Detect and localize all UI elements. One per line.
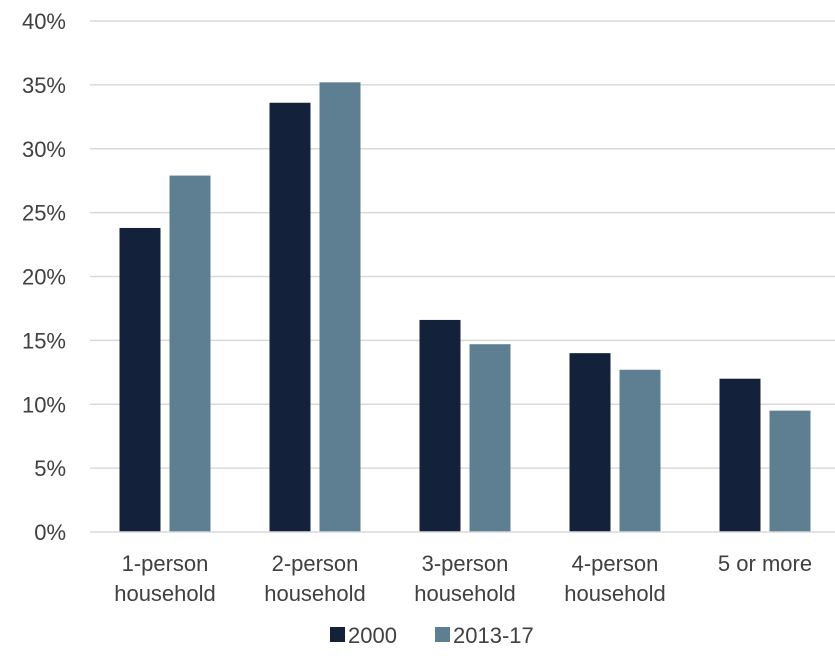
legend: 2000 2013-17: [330, 623, 534, 648]
legend-label-2013-17: 2013-17: [453, 623, 534, 648]
bar-2000-2: [419, 319, 461, 532]
x-category-label: household: [264, 581, 366, 606]
bar-2000-1: [269, 102, 311, 532]
y-tick-label: 35%: [22, 73, 66, 98]
y-tick-label: 20%: [22, 265, 66, 290]
y-tick-label: 30%: [22, 137, 66, 162]
y-tick-label: 25%: [22, 201, 66, 226]
bar-2000-4: [719, 378, 761, 532]
bar-2013-17-2: [469, 344, 511, 532]
y-tick-label: 40%: [22, 9, 66, 34]
x-category-label: 1-person: [122, 551, 209, 576]
bar-2013-17-4: [769, 410, 811, 532]
bars: [119, 82, 811, 532]
gridlines: [90, 20, 835, 469]
bar-2013-17-0: [169, 175, 211, 532]
y-tick-label: 10%: [22, 392, 66, 417]
x-category-label: 2-person: [272, 551, 359, 576]
x-category-label: household: [564, 581, 666, 606]
x-category-label: household: [414, 581, 516, 606]
legend-swatch-2000: [330, 627, 345, 642]
y-tick-label: 15%: [22, 328, 66, 353]
bar-2013-17-3: [619, 369, 661, 532]
x-axis-category-labels: 1-person household 2-person household 3-pers…: [114, 551, 812, 606]
x-category-label: 5 or more: [718, 551, 812, 576]
x-category-label: household: [114, 581, 216, 606]
legend-swatch-2013-17: [435, 627, 450, 642]
x-category-label: 4-person: [572, 551, 659, 576]
x-category-label: 3-person: [422, 551, 509, 576]
bar-2013-17-1: [319, 82, 361, 532]
y-axis-tick-labels: 0% 5% 10% 15% 20% 25% 30% 35% 40%: [22, 9, 66, 545]
bar-2000-3: [569, 353, 611, 532]
y-tick-label: 5%: [34, 456, 66, 481]
legend-label-2000: 2000: [348, 623, 397, 648]
bar-2000-0: [119, 227, 161, 532]
y-tick-label: 0%: [34, 520, 66, 545]
